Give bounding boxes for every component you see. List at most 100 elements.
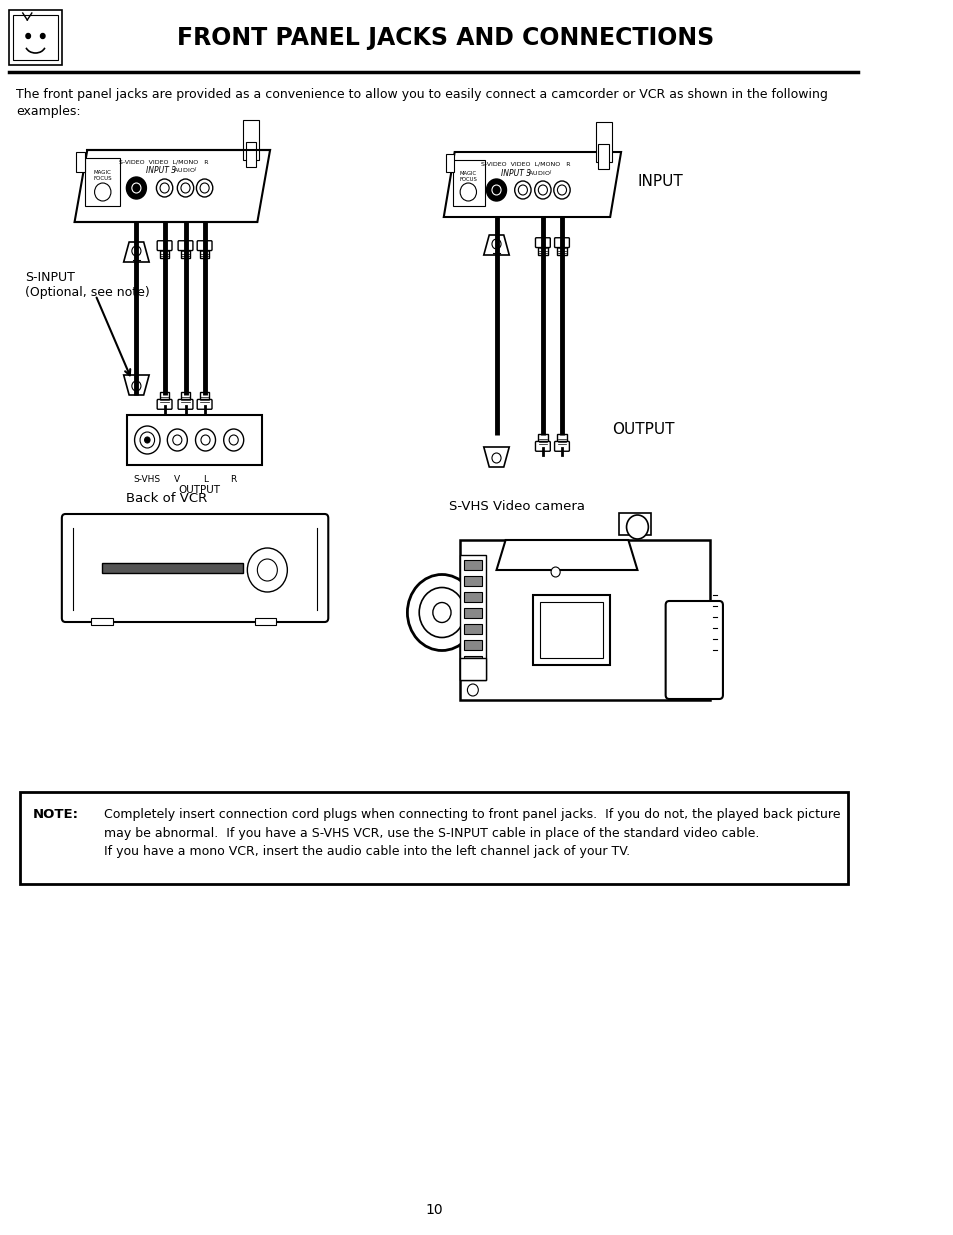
Circle shape <box>160 183 169 193</box>
Circle shape <box>156 179 172 198</box>
Text: MAGIC
FOCUS: MAGIC FOCUS <box>459 170 476 182</box>
Bar <box>537 433 547 447</box>
Bar <box>459 540 709 700</box>
Bar <box>200 391 209 405</box>
Bar <box>539 601 602 658</box>
Text: R: R <box>231 475 236 484</box>
Polygon shape <box>496 540 637 571</box>
Text: FRONT PANEL JACKS AND CONNECTIONS: FRONT PANEL JACKS AND CONNECTIONS <box>176 26 714 49</box>
Text: V: V <box>174 475 180 484</box>
Circle shape <box>557 185 566 195</box>
Bar <box>557 433 566 447</box>
Bar <box>463 624 481 634</box>
Circle shape <box>200 183 209 193</box>
Circle shape <box>433 603 451 622</box>
Text: $^L$AUDIO$^J$: $^L$AUDIO$^J$ <box>525 169 552 178</box>
Circle shape <box>195 429 215 451</box>
Polygon shape <box>74 149 270 222</box>
Bar <box>254 618 276 625</box>
Circle shape <box>551 567 559 577</box>
Circle shape <box>486 179 506 201</box>
Bar <box>595 122 612 162</box>
Bar <box>245 142 256 167</box>
Bar <box>463 608 481 618</box>
Circle shape <box>177 179 193 198</box>
Text: MAGIC
FOCUS: MAGIC FOCUS <box>93 170 112 180</box>
Bar <box>12 15 58 61</box>
Text: S-VHS Video camera: S-VHS Video camera <box>448 500 584 513</box>
Bar <box>160 245 169 258</box>
Bar <box>20 792 846 884</box>
Polygon shape <box>124 242 149 262</box>
Text: NOTE:: NOTE: <box>32 808 79 821</box>
FancyBboxPatch shape <box>665 601 722 699</box>
FancyBboxPatch shape <box>178 399 193 409</box>
Circle shape <box>492 453 500 463</box>
Circle shape <box>459 183 476 201</box>
Circle shape <box>40 33 45 38</box>
Circle shape <box>467 684 477 697</box>
Circle shape <box>132 246 141 256</box>
Bar <box>445 154 454 172</box>
Bar <box>127 415 262 466</box>
Text: Completely insert connection cord plugs when connecting to front panel jacks.  I: Completely insert connection cord plugs … <box>104 808 840 858</box>
Text: $^L$AUDIO$^J$: $^L$AUDIO$^J$ <box>171 165 196 175</box>
Circle shape <box>26 33 30 38</box>
Circle shape <box>418 588 464 637</box>
Bar <box>160 391 169 405</box>
Text: 10: 10 <box>424 1203 442 1216</box>
Bar <box>463 656 481 666</box>
Circle shape <box>554 182 570 199</box>
Circle shape <box>94 183 111 201</box>
Bar <box>557 242 566 254</box>
Text: INPUT 3: INPUT 3 <box>501 169 531 178</box>
Bar <box>200 245 209 258</box>
Bar <box>618 513 650 535</box>
Circle shape <box>247 548 287 592</box>
Bar <box>459 555 485 680</box>
Circle shape <box>534 182 551 199</box>
Bar <box>459 658 485 680</box>
Circle shape <box>201 435 210 445</box>
Bar <box>463 592 481 601</box>
Circle shape <box>126 177 146 199</box>
Text: S-VIDEO  VIDEO  L/MONO   R: S-VIDEO VIDEO L/MONO R <box>480 162 570 167</box>
FancyBboxPatch shape <box>157 399 172 409</box>
Circle shape <box>515 182 531 199</box>
Polygon shape <box>483 447 509 467</box>
Circle shape <box>223 429 243 451</box>
FancyBboxPatch shape <box>554 441 569 451</box>
Circle shape <box>257 559 277 580</box>
FancyBboxPatch shape <box>535 441 550 451</box>
Text: Back of VCR: Back of VCR <box>126 492 207 505</box>
Bar <box>86 158 120 206</box>
Bar <box>537 242 547 254</box>
Circle shape <box>134 426 160 454</box>
Circle shape <box>196 179 213 198</box>
Circle shape <box>517 185 527 195</box>
Bar <box>10 10 62 65</box>
FancyBboxPatch shape <box>554 238 569 247</box>
Polygon shape <box>483 235 509 254</box>
FancyBboxPatch shape <box>197 399 212 409</box>
Circle shape <box>132 382 141 391</box>
Circle shape <box>172 435 182 445</box>
Text: OUTPUT: OUTPUT <box>612 422 674 437</box>
Circle shape <box>407 574 476 651</box>
Circle shape <box>492 185 500 195</box>
Circle shape <box>140 432 154 448</box>
Circle shape <box>492 240 500 249</box>
FancyBboxPatch shape <box>535 238 550 247</box>
Bar <box>243 120 259 161</box>
Polygon shape <box>443 152 620 217</box>
Bar <box>102 563 243 573</box>
Text: S-VIDEO  VIDEO  L/MONO   R: S-VIDEO VIDEO L/MONO R <box>119 161 208 165</box>
Bar <box>533 595 610 664</box>
Text: S-INPUT
(Optional, see note): S-INPUT (Optional, see note) <box>26 270 150 299</box>
Bar <box>453 161 484 206</box>
Bar <box>180 391 190 405</box>
Circle shape <box>167 429 187 451</box>
Circle shape <box>229 435 238 445</box>
Circle shape <box>132 183 141 193</box>
Bar <box>463 640 481 650</box>
